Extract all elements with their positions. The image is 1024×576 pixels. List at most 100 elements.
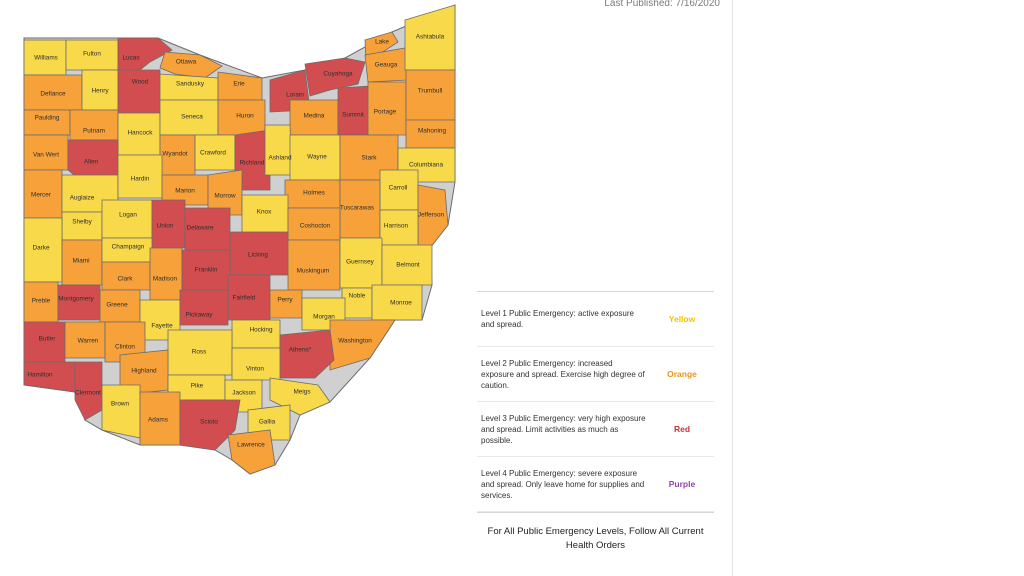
county-label-williams: Williams <box>34 55 58 62</box>
county-label-meigs: Meigs <box>293 389 310 396</box>
county-label-tuscarawas: Tuscarawas <box>340 205 374 212</box>
county-label-greene: Greene <box>106 302 128 309</box>
legend-description: Level 3 Public Emergency: very high expo… <box>481 413 646 445</box>
county-putnam[interactable] <box>69 109 119 141</box>
county-label-huron: Huron <box>236 113 254 120</box>
county-label-seneca: Seneca <box>181 114 203 121</box>
county-label-warren: Warren <box>78 338 99 345</box>
county-madison[interactable] <box>149 247 183 301</box>
county-label-jackson: Jackson <box>232 390 256 397</box>
county-clermont[interactable] <box>74 361 103 421</box>
legend-divider <box>477 512 714 513</box>
county-label-sandusky: Sandusky <box>176 81 205 88</box>
county-label-auglaize: Auglaize <box>70 195 95 202</box>
county-ashland[interactable] <box>264 124 293 176</box>
county-label-hancock: Hancock <box>128 130 154 137</box>
county-label-lawrence: Lawrence <box>237 442 265 449</box>
county-label-holmes: Holmes <box>303 190 325 197</box>
county-label-richland: Richland <box>240 160 265 167</box>
county-shelby[interactable] <box>61 211 103 241</box>
county-label-geauga: Geauga <box>375 62 398 69</box>
county-cuyahoga[interactable] <box>304 57 366 97</box>
county-label-clermont: Clermont <box>75 390 101 397</box>
county-label-ashtabula: Ashtabula <box>416 34 445 41</box>
last-published-text: Last Published: 7/16/2020 <box>604 0 720 9</box>
county-trumbull[interactable] <box>405 69 456 121</box>
county-label-lake: Lake <box>375 39 389 46</box>
county-label-butler: Butler <box>39 336 57 343</box>
county-label-scioto: Scioto <box>200 419 218 426</box>
county-label-wayne: Wayne <box>307 154 327 161</box>
county-label-allen: Allen <box>84 159 99 166</box>
legend-divider <box>477 291 714 292</box>
county-label-morgan: Morgan <box>313 314 335 321</box>
county-label-defiance: Defiance <box>40 91 66 98</box>
legend-level-name: Yellow <box>668 314 696 324</box>
county-label-preble: Preble <box>32 298 51 305</box>
county-knox[interactable] <box>241 194 289 239</box>
county-label-crawford: Crawford <box>200 150 226 157</box>
county-label-hamilton: Hamilton <box>27 372 53 379</box>
county-label-morrow: Morrow <box>214 193 236 200</box>
county-label-shelby: Shelby <box>72 219 92 226</box>
county-label-erie: Erie <box>233 81 245 88</box>
county-label-jefferson: Jefferson <box>418 212 445 219</box>
county-summit[interactable] <box>337 85 371 136</box>
county-label-clark: Clark <box>118 276 134 283</box>
county-label-franklin: Franklin <box>195 267 218 274</box>
legend-description: Level 4 Public Emergency: severe exposur… <box>481 468 645 500</box>
county-label-ottawa: Ottawa <box>176 59 197 66</box>
county-label-brown: Brown <box>111 401 130 408</box>
county-pickaway[interactable] <box>179 289 229 326</box>
county-brown[interactable] <box>101 384 141 439</box>
legend: Level 1 Public Emergency: active exposur… <box>477 291 714 553</box>
county-scioto[interactable] <box>179 399 241 451</box>
county-label-harrison: Harrison <box>384 223 409 230</box>
county-hocking[interactable] <box>231 319 281 349</box>
legend-row-level-3: Level 3 Public Emergency: very high expo… <box>477 402 714 457</box>
legend-footer: For All Public Emergency Levels, Follow … <box>487 526 704 551</box>
county-label-putnam: Putnam <box>83 128 105 135</box>
county-label-hardin: Hardin <box>131 176 150 183</box>
county-logan[interactable] <box>101 199 153 239</box>
county-label-monroe: Monroe <box>390 300 412 307</box>
county-label-delaware: Delaware <box>187 225 214 232</box>
legend-level-name: Orange <box>667 369 697 379</box>
county-label-henry: Henry <box>91 88 109 95</box>
county-label-licking: Licking <box>248 252 268 259</box>
county-belmont[interactable] <box>381 244 433 286</box>
county-label-madison: Madison <box>153 276 178 283</box>
county-label-clinton: Clinton <box>115 344 135 351</box>
county-monroe[interactable] <box>371 284 423 321</box>
legend-row-level-4: Level 4 Public Emergency: severe exposur… <box>477 457 714 512</box>
county-muskingum[interactable] <box>287 239 341 291</box>
county-label-marion: Marion <box>175 188 195 195</box>
ohio-county-map: Williams Fulton Lucas Ottawa Defiance Henry Wo… <box>23 4 456 475</box>
county-label-wyandot: Wyandot <box>162 151 187 158</box>
county-label-athens: Athens* <box>289 347 312 354</box>
county-label-carroll: Carroll <box>389 185 408 192</box>
county-vinton[interactable] <box>231 347 281 381</box>
county-label-gallia: Gallia <box>259 419 276 426</box>
county-label-washington: Washington <box>338 338 372 345</box>
county-label-mercer: Mercer <box>31 192 52 199</box>
county-label-columbiana: Columbiana <box>409 162 444 169</box>
county-label-summit: Summit <box>342 112 364 119</box>
county-label-mahoning: Mahoning <box>418 128 447 135</box>
county-label-montgomery: Montgomery <box>58 296 94 303</box>
county-label-van-wert: Van Wert <box>33 152 59 159</box>
county-label-paulding: Paulding <box>35 115 60 122</box>
county-label-pike: Pike <box>191 383 204 390</box>
county-label-vinton: Vinton <box>246 366 264 373</box>
county-perry[interactable] <box>269 289 303 319</box>
county-label-highland: Highland <box>131 368 157 375</box>
county-wood[interactable] <box>117 69 161 114</box>
county-label-stark: Stark <box>362 155 378 162</box>
county-label-medina: Medina <box>304 113 325 120</box>
county-label-muskingum: Muskingum <box>297 268 330 275</box>
county-label-fayette: Fayette <box>151 323 173 330</box>
county-label-cuyahoga: Cuyahoga <box>323 71 353 78</box>
county-label-wood: Wood <box>132 79 149 86</box>
county-label-coshocton: Coshocton <box>300 223 331 230</box>
county-lawrence[interactable] <box>227 429 276 475</box>
